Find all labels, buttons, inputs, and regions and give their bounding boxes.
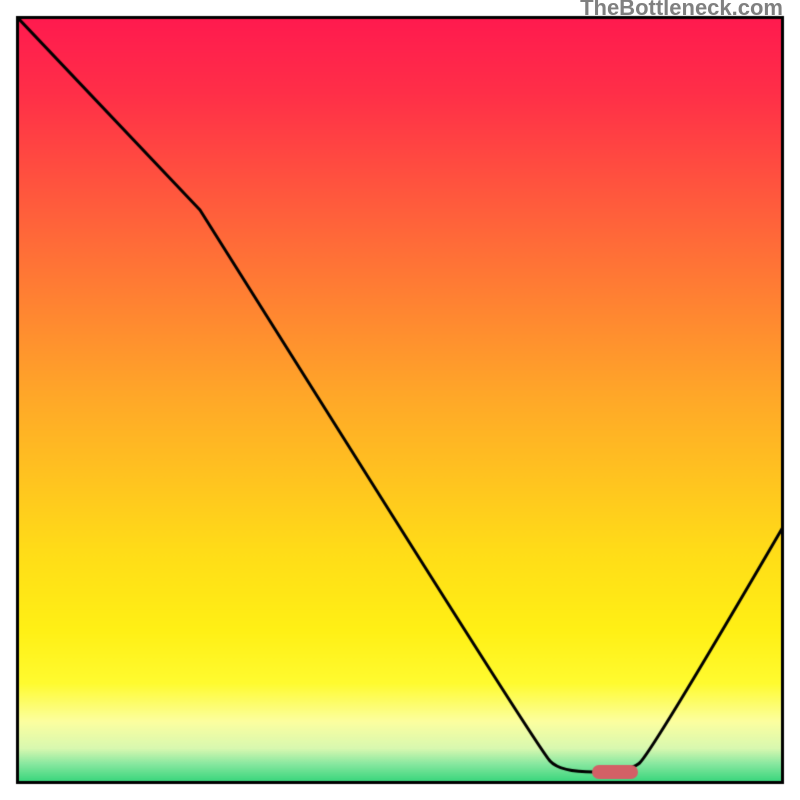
chart-container: TheBottleneck.com: [0, 0, 800, 800]
bottleneck-chart-canvas: [0, 0, 800, 800]
watermark-text: TheBottleneck.com: [580, 0, 783, 21]
